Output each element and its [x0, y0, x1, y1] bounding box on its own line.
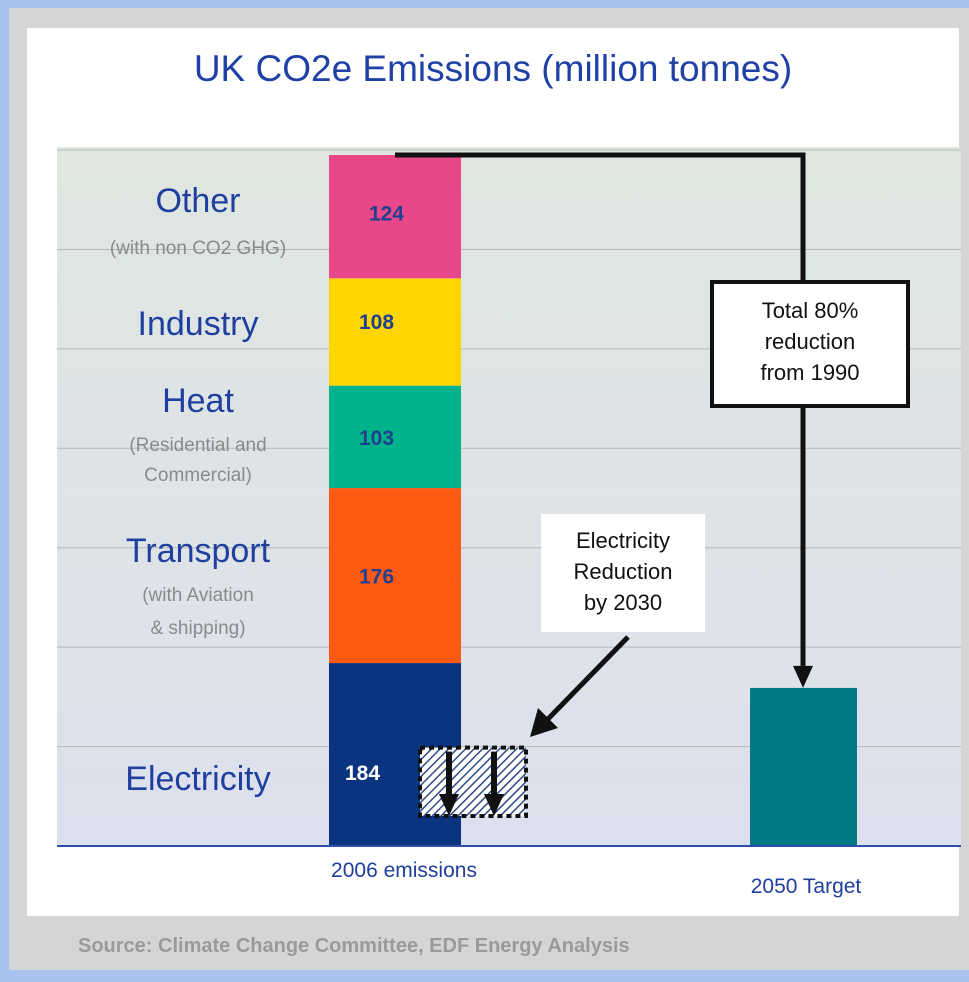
total-reduction-arrow-head [793, 665, 813, 688]
total-reduction-box [710, 280, 910, 408]
electricity-callout-arrow-head [530, 708, 558, 737]
electricity-reduction-hatch [418, 745, 528, 819]
value-label-industry: 108 [359, 311, 394, 334]
value-label-heat: 103 [359, 427, 394, 450]
value-label-other: 124 [369, 203, 404, 226]
source-note: Source: Climate Change Committee, EDF En… [78, 935, 630, 957]
bar-segment-industry [329, 278, 461, 386]
electricity-callout-text-1: Electricity [576, 528, 670, 553]
x-tick-label-2006: 2006 emissions [331, 859, 477, 882]
bar-segment-transport [329, 488, 461, 664]
category-sublabel-transport-1: (with Aviation [142, 585, 254, 606]
category-label-other: Other [155, 182, 240, 220]
category-sublabel-heat-2: Commercial) [144, 465, 252, 486]
reduction-arrow-head-2 [484, 794, 504, 816]
category-sublabel-other-1: (with non CO2 GHG) [110, 238, 286, 259]
electricity-callout-text-3: by 2030 [584, 590, 662, 615]
reduction-arrow-head-1 [439, 794, 459, 816]
frame-bottom-border [0, 970, 969, 982]
bar-2050-target [750, 687, 857, 846]
category-label-transport: Transport [126, 532, 271, 570]
category-sublabel-transport-2: & shipping) [150, 618, 245, 639]
bar-segment-heat [329, 385, 461, 489]
chart-title: UK CO2e Emissions (million tonnes) [193, 48, 793, 89]
electricity-callout-arrow-shaft [546, 635, 630, 721]
category-sublabel-heat-1: (Residential and [129, 435, 266, 456]
value-label-electricity: 184 [345, 762, 380, 785]
value-label-transport: 176 [359, 566, 394, 589]
electricity-callout-text-2: Reduction [573, 559, 672, 584]
electricity-callout-box [541, 514, 705, 632]
bar-segment-other [329, 155, 461, 279]
total-reduction-text-1: Total 80% [762, 298, 859, 323]
frame-top-border [0, 0, 969, 8]
total-reduction-text-2: reduction [765, 329, 856, 354]
category-label-electricity: Electricity [125, 760, 270, 798]
frame-left-border [0, 0, 9, 982]
category-label-heat: Heat [162, 382, 234, 420]
x-tick-label-2050: 2050 Target [751, 875, 862, 898]
category-label-industry: Industry [138, 305, 259, 343]
total-reduction-text-3: from 1990 [760, 360, 859, 385]
total-reduction-connector [395, 152, 806, 666]
